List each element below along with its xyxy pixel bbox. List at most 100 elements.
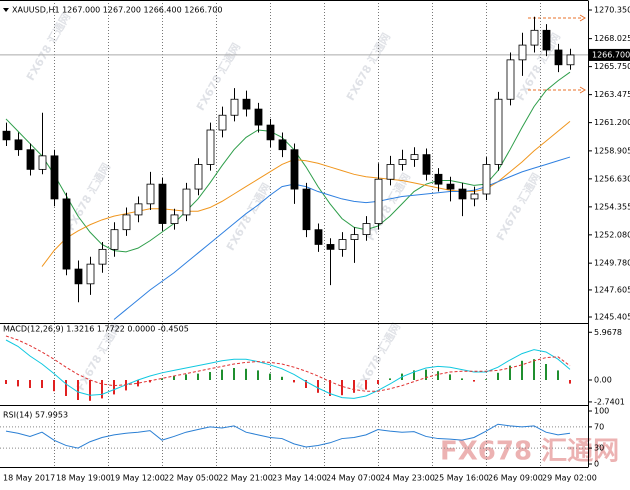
candle-body — [38, 155, 47, 170]
candle-body — [194, 164, 203, 190]
histogram-bar — [533, 359, 535, 380]
y-tick-label: 30 — [594, 444, 604, 453]
histogram-bar — [413, 370, 415, 380]
histogram-bar — [377, 380, 379, 384]
histogram-bar — [389, 378, 391, 380]
histogram-bar — [341, 380, 343, 396]
histogram-bar — [245, 368, 247, 380]
candle-body — [242, 98, 251, 110]
histogram-bar — [425, 369, 427, 380]
y-tick-label: 1261.200 — [594, 118, 630, 127]
y-tick-label: 1265.750 — [594, 62, 630, 71]
histogram-bar — [281, 376, 283, 380]
y-tick-label: 1249.780 — [594, 259, 630, 268]
histogram-bar — [569, 380, 571, 384]
histogram-bar — [293, 380, 295, 383]
histogram-bar — [473, 380, 475, 382]
indicator-line — [5, 335, 571, 392]
indicator-line — [113, 156, 571, 320]
y-tick-label: 100 — [594, 407, 609, 416]
histogram-bar — [41, 380, 43, 388]
candle-body — [458, 188, 467, 200]
histogram-bar — [17, 380, 19, 387]
histogram-bar — [329, 380, 331, 396]
level-arrow — [579, 14, 586, 22]
candle-body — [74, 268, 83, 285]
histogram-bar — [185, 374, 187, 380]
candle-body — [290, 149, 299, 190]
y-tick-label: 0.00 — [594, 376, 612, 385]
y-tick-label: 1247.605 — [594, 285, 630, 294]
histogram-bar — [137, 380, 139, 387]
candle-body — [62, 198, 71, 270]
candle-body — [14, 139, 23, 151]
level-arrow — [579, 86, 586, 94]
histogram-bar — [317, 380, 319, 393]
histogram-bar — [161, 378, 163, 380]
y-tick-label: 70 — [594, 422, 604, 431]
candle-body — [338, 239, 347, 250]
y-tick-label: 0 — [594, 460, 599, 469]
x-tick-label: 23 May 14:00 — [272, 474, 327, 483]
histogram-bar — [197, 373, 199, 380]
histogram-bar — [77, 380, 79, 400]
candle-body — [98, 248, 107, 265]
x-tick-label: 29 May 02:00 — [542, 474, 597, 483]
y-tick-label: 1268.025 — [594, 34, 630, 43]
histogram-bar — [53, 380, 55, 392]
candle-body — [230, 98, 239, 116]
last-price-box — [589, 48, 630, 61]
candle-body — [362, 223, 371, 236]
x-tick-label: 25 May 16:00 — [434, 474, 489, 483]
pane-title: XAUUSD,H1 1267.000 1267.200 1266.400 126… — [12, 6, 222, 15]
x-tick-label: 19 May 12:00 — [110, 474, 165, 483]
candle-body — [386, 164, 395, 180]
candle-body — [206, 129, 215, 165]
candle-body — [482, 164, 491, 195]
histogram-bar — [509, 365, 511, 380]
histogram-bar — [557, 370, 559, 380]
x-tick-label: 24 May 23:00 — [380, 474, 435, 483]
histogram-bar — [269, 373, 271, 380]
candle-body — [398, 159, 407, 165]
candle-body — [122, 214, 131, 231]
candle-body — [146, 183, 155, 205]
histogram-bar — [485, 379, 487, 380]
pane-title: RSI(14) 57.9953 — [3, 411, 68, 420]
candle-body — [110, 229, 119, 250]
last-price-label: 1266.700 — [592, 50, 630, 59]
candle-body — [50, 155, 59, 200]
histogram-bar — [437, 371, 439, 380]
histogram-bar — [305, 380, 307, 388]
x-tick-label: 22 May 21:00 — [218, 474, 273, 483]
candle-body — [266, 124, 275, 141]
candle-body — [542, 29, 551, 51]
y-tick-label: 1270.350 — [594, 6, 630, 15]
histogram-bar — [545, 364, 547, 380]
y-tick-label: 1252.080 — [594, 230, 630, 239]
candle-body — [434, 173, 443, 185]
candle-body — [182, 188, 191, 216]
candle-body — [326, 244, 335, 250]
histogram-bar — [461, 378, 463, 380]
indicator-line — [5, 423, 571, 449]
candle-body — [254, 108, 263, 126]
candle-body — [410, 154, 419, 160]
candle-body — [278, 139, 287, 151]
indicator-line — [5, 71, 571, 253]
candle-body — [446, 183, 455, 190]
histogram-bar — [497, 372, 499, 380]
candle-body — [530, 29, 539, 46]
x-tick-label: 18 May 19:00 — [56, 474, 111, 483]
candle-body — [170, 214, 179, 224]
candle-body — [506, 59, 515, 100]
candle-body — [314, 229, 323, 245]
histogram-bar — [257, 370, 259, 380]
x-tick-label: 18 May 2017 — [3, 474, 55, 483]
candle-body — [26, 149, 35, 170]
histogram-bar — [5, 380, 7, 384]
candle-body — [566, 54, 575, 66]
x-tick-label: 26 May 09:00 — [488, 474, 543, 483]
candle-body — [554, 49, 563, 66]
